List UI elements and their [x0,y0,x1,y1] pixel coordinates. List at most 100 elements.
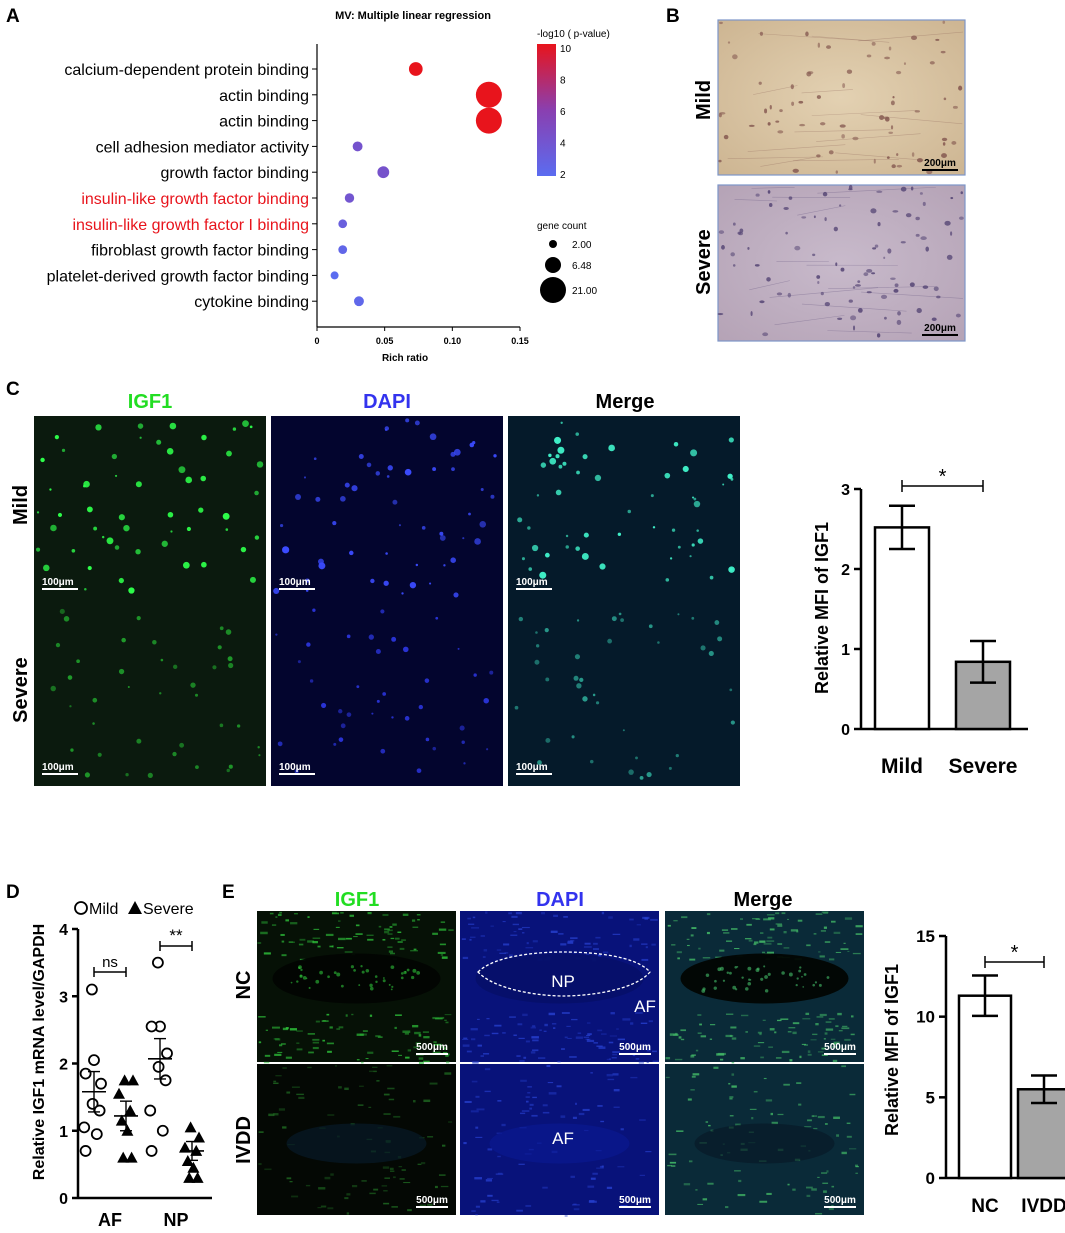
panel-e-np-annotation: NP [551,972,575,991]
panel-d-y-tick-label: 3 [59,989,68,1006]
panel-c-scale-bar-text: 100μm [516,577,548,588]
panel-d-point-mild [86,1097,99,1110]
panel-a-x-tick-label: 0 [314,336,319,346]
panel-d-point-mild [144,1104,157,1117]
panel-c-col-merge: Merge [596,391,655,413]
panel-d-point-severe [187,1161,200,1173]
panel-letter-a: A [6,6,20,27]
panel-b-image-mild: 200μm [717,19,966,176]
panel-d-legend-label-severe: Severe [143,901,194,918]
panel-c-y-tick-label: 3 [841,482,850,499]
panel-d-point-severe [125,1151,138,1163]
panel-a-size-legend: 2.00 6.48 21.00 [540,240,597,303]
panel-e-y-tick-label: 15 [916,927,935,946]
panel-e-np-outline [477,951,651,997]
panel-a-bubble-chart: MV: Multiple linear regression Rich rati… [47,10,610,364]
panel-a-size-legend-circle [545,257,561,273]
panel-a-category-label: actin binding [219,114,309,131]
panel-a-category-label: insulin-like growth factor binding [81,191,309,208]
panel-e-col-dapi: DAPI [536,889,584,911]
panel-d-point-severe [115,1114,128,1126]
panel-c-scale-bar-text: 100μm [279,577,311,588]
panel-a-size-legend-label: 21.00 [572,286,597,297]
panel-d-point-mild [152,1060,165,1073]
panel-c-scale-bar-text: 100μm [42,762,74,773]
panel-c-scale-bar-text: 100μm [516,762,548,773]
panel-a-bubble [408,62,423,76]
panel-a-category-label: actin binding [219,88,309,105]
panel-c-row-mild: Mild [10,485,32,525]
panel-a-bubble [354,296,364,307]
panel-e-image-grid [257,911,864,1217]
panel-d-significance: ** [169,926,183,945]
panel-c-scale-bars: 100μm 100μm 100μm 100μm 100μm 100μm [42,577,552,775]
panel-c-col-dapi: DAPI [363,391,411,413]
panel-a-category-label: cell adhesion mediator activity [96,139,309,156]
panel-b-histology: Mild Severe 200μm 200μm [693,19,966,342]
panel-a-colorbar [537,44,556,176]
panel-a-category-labels: calcium-dependent protein binding actin b… [47,62,317,311]
panel-d-point-severe [184,1121,197,1133]
panel-b-image-severe: 200μm [717,184,966,342]
panel-c-significance: * [939,466,947,488]
panel-c-image [508,601,740,786]
panel-e-scale-bars: 500μm 500μm 500μm 500μm 500μm 500μm [416,1042,856,1208]
panel-d-point-severe [183,1171,196,1183]
panel-b-row-label-mild: Mild [693,80,715,120]
panel-d-point-severe [191,1171,204,1183]
panel-e-af-annotation-ivdd: AF [552,1129,574,1148]
panel-d-point-severe [127,1074,139,1086]
panel-d-point-mild [79,1067,92,1080]
panel-a-size-legend-label: 6.48 [572,261,592,272]
panel-b-scale-bar-mild: 200μm [924,158,956,169]
panel-a-colorbar-tick: 6 [560,107,566,118]
panel-letter-b: B [666,6,680,27]
panel-a-x-label: Rich ratio [382,353,428,364]
panel-d-y-tick-label: 4 [59,922,68,939]
panel-e-scale-bar-text: 500μm [619,1042,651,1053]
panel-c-image [508,416,740,601]
panel-a-bubbles [330,62,502,307]
panel-e-col-merge: Merge [734,889,793,911]
panel-c-immunofluorescence: IGF1 DAPI Merge Mild Severe 100μm 100μm 10… [10,391,740,786]
panel-d-y-label: Relative IGF1 mRNA level/GAPDH [31,924,48,1180]
panel-d-point-mild [93,1104,106,1117]
panel-a-title: MV: Multiple linear regression [335,10,491,22]
panel-a-category-label: calcium-dependent protein binding [64,62,309,79]
panel-e-immunofluorescence: IGF1 DAPI Merge NC IVDD NP AF AF 500μm 50… [233,889,864,1217]
panel-d-point-severe [124,1104,137,1116]
panel-a-colorbar-label: -log10 ( p-value) [537,29,610,40]
panel-d-legend: Mild Severe [74,901,194,918]
panel-c-image [271,416,503,601]
panel-d-point-mild [151,956,164,969]
panel-a-category-label: cytokine binding [194,294,309,311]
panel-d-point-mild [79,1145,92,1157]
panel-e-scale-bar-text: 500μm [824,1195,856,1206]
panel-c-category-label: Mild [881,755,923,778]
panel-letter-e: E [222,882,235,903]
panel-a-x-tick-label: 0.05 [376,336,394,346]
panel-c-image [34,601,266,786]
panel-c-image-grid [34,416,740,786]
panel-e-y-tick-label: 10 [916,1008,935,1027]
panel-e-bar [957,994,1013,1180]
panel-d-point-mild [156,1124,169,1137]
panel-a-category-label: fibroblast growth factor binding [91,243,309,260]
panel-e-bar-chart: Relative MFI of IGF1 0 5 10 15 NC IVDD * [882,927,1065,1217]
panel-c-row-severe: Severe [10,657,32,723]
panel-a-bubble [338,219,348,229]
panel-e-category-label: NC [971,1196,999,1217]
panel-d-point-mild [90,1128,103,1141]
panel-d-point-mild [145,1020,158,1033]
panel-e-y-tick-label: 0 [926,1169,935,1188]
panel-d-point-severe [117,1151,130,1163]
panel-a-size-legend-label: 2.00 [572,240,592,251]
panel-d-point-mild [86,983,98,996]
panel-d-legend-marker-severe [128,901,142,914]
panel-e-y-tick-label: 5 [926,1088,935,1107]
panel-a-colorbar-ticks: 10 8 6 4 2 [560,44,572,181]
panel-a-x-tick-label: 0.10 [444,336,462,346]
panel-c-bar-chart: Relative MFI of IGF1 0 1 2 3 Mild Severe * [812,466,1028,778]
panel-d-y-tick-label: 1 [59,1124,68,1141]
